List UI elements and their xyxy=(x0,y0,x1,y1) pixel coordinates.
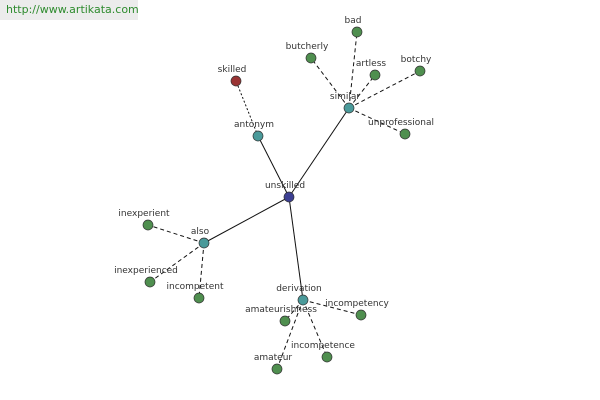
node-label: inexperienced xyxy=(114,266,178,276)
node-label: incompetency xyxy=(325,299,389,309)
edge xyxy=(276,299,304,370)
node-label: similar xyxy=(330,92,360,102)
node-label: butcherly xyxy=(286,42,329,52)
node-label: inexperient xyxy=(118,209,170,219)
node-label: incompetence xyxy=(291,341,355,351)
edge xyxy=(302,299,328,358)
node xyxy=(271,363,283,375)
node xyxy=(355,309,367,321)
edge xyxy=(257,135,290,198)
node-label: unprofessional xyxy=(368,118,434,128)
node-label: also xyxy=(191,227,210,237)
node xyxy=(369,69,381,81)
edge xyxy=(203,196,290,244)
node xyxy=(321,351,333,363)
node xyxy=(399,128,411,140)
edge xyxy=(198,242,205,299)
node-label: derivation xyxy=(276,284,322,294)
edge xyxy=(348,107,406,135)
node xyxy=(343,102,355,114)
edge xyxy=(235,80,259,137)
edge xyxy=(288,196,304,301)
edge xyxy=(288,107,350,198)
node-label: artless xyxy=(356,59,386,69)
edge xyxy=(348,74,376,109)
node-label: amateur xyxy=(254,353,293,363)
node xyxy=(297,294,309,306)
site-url[interactable]: http://www.artikata.com xyxy=(0,0,139,20)
node xyxy=(414,65,426,77)
edge xyxy=(310,57,350,109)
node xyxy=(144,276,156,288)
edge xyxy=(147,224,205,244)
edge xyxy=(302,299,362,316)
node-label: incompetent xyxy=(167,282,224,292)
node-label: unskilled xyxy=(265,181,305,191)
node xyxy=(193,292,205,304)
node xyxy=(230,75,242,87)
node-label: amateurishness xyxy=(245,305,317,315)
node-label: skilled xyxy=(218,65,247,75)
node xyxy=(351,26,363,38)
node xyxy=(142,219,154,231)
node xyxy=(305,52,317,64)
edge xyxy=(348,31,358,109)
node-label: botchy xyxy=(401,55,432,65)
edge xyxy=(149,242,205,283)
node-label: antonym xyxy=(234,120,274,130)
node xyxy=(279,315,291,327)
node-label: bad xyxy=(345,16,362,26)
edge xyxy=(348,70,421,109)
node xyxy=(283,191,295,203)
node xyxy=(252,130,264,142)
node xyxy=(198,237,210,249)
